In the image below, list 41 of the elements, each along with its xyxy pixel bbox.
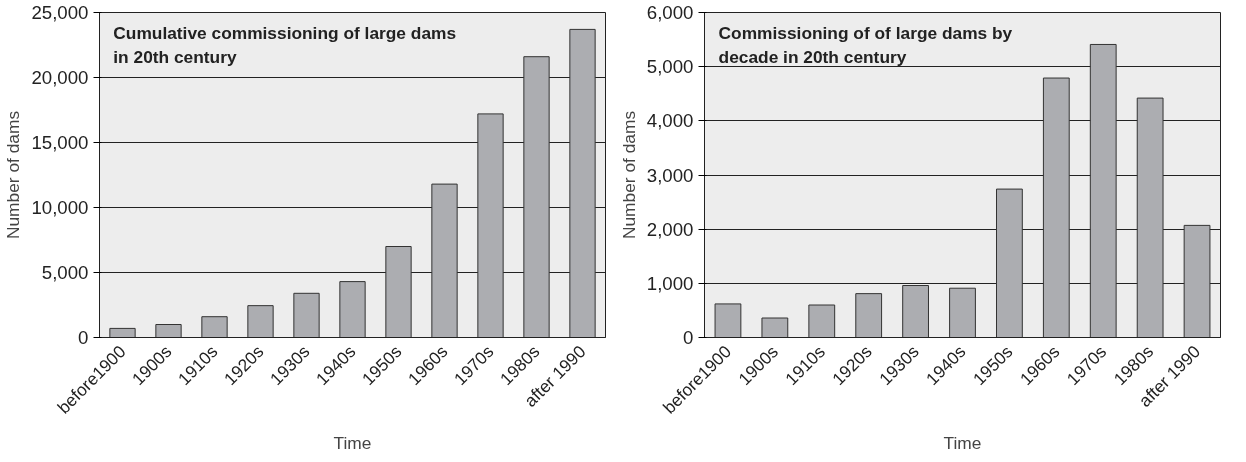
bar: [761, 317, 789, 338]
text: Commissioning of of large dams by decade in 20th century: [718, 22, 1013, 67]
y-tick-label: 0: [683, 327, 694, 348]
bar: [155, 324, 182, 338]
bar: [109, 327, 136, 338]
bar: [477, 113, 504, 338]
y-tick-label: 15,000: [31, 132, 89, 153]
y-tick-label: 1,000: [646, 272, 694, 294]
text: Cumulative commissioning of large dams in 20th century: [113, 22, 457, 67]
bar: [293, 292, 320, 338]
y-tick-label: 20,000: [31, 67, 89, 88]
bar: [247, 305, 274, 338]
bar: [1042, 77, 1070, 338]
y-tick-label: 5,000: [646, 56, 694, 78]
y-tick-label: 4,000: [646, 110, 694, 132]
y-tick-label: 0: [78, 327, 89, 348]
bar: [1089, 43, 1117, 338]
y-tick-label: 6,000: [646, 2, 694, 23]
bar: [808, 304, 836, 338]
bar: [855, 293, 883, 338]
y-tick-label: 25,000: [31, 2, 89, 23]
bar: [996, 188, 1023, 338]
bar: [1136, 97, 1164, 338]
bar: [569, 28, 596, 338]
bar: [1183, 224, 1211, 338]
bar: [339, 281, 366, 338]
bar: [523, 56, 550, 338]
y-tick-label: 5,000: [41, 262, 89, 283]
bar: [385, 246, 412, 338]
y-tick-label: 2,000: [646, 218, 694, 240]
bar: [714, 303, 742, 338]
y-axis-title: Number of dams: [3, 110, 24, 240]
x-axis-title: Time: [943, 432, 982, 453]
y-axis-title: Number of dams: [618, 110, 639, 240]
y-tick-label: 3,000: [646, 164, 694, 186]
bar: [201, 316, 228, 338]
bar: [431, 183, 458, 338]
bar: [902, 285, 929, 338]
bar: [949, 287, 976, 338]
x-axis-title: Time: [333, 432, 372, 453]
y-tick-label: 10,000: [31, 197, 89, 218]
